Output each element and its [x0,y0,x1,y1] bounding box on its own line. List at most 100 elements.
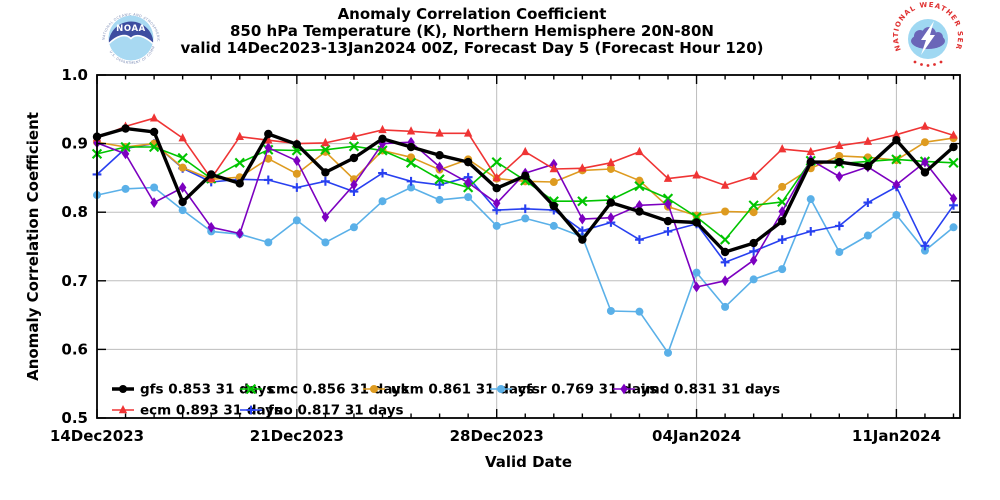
marker [435,128,444,137]
marker [719,234,731,245]
marker [634,180,645,192]
x-tick-label: 21Dec2023 [250,427,344,445]
marker [948,157,959,168]
marker [578,163,587,172]
marker [321,238,330,247]
marker [435,195,444,204]
marker [207,170,216,179]
chart-subtitle: 850 hPa Temperature (K), Northern Hemisp… [230,22,714,40]
noaa-acronym: NOAA [116,24,146,34]
legend-label-ukm: ukm 0.861 31 days [391,382,534,398]
marker [464,193,473,202]
marker [720,257,730,267]
marker [292,216,301,225]
y-tick-label: 0.6 [61,340,88,358]
legend-item-cfsr: cfsr 0.769 31 days [490,382,657,398]
chart-series-ecm [92,113,958,189]
marker [292,169,301,178]
marker [720,180,730,189]
marker [148,141,160,153]
chart-valid-range: valid 14Dec2023-13Jan2024 00Z, Forecast … [180,39,764,57]
marker [806,157,815,167]
marker [321,176,330,186]
marker [778,144,787,153]
legend-item-ecm: ecm 0.893 31 days [112,403,282,419]
marker [635,235,644,245]
marker [463,128,473,137]
legend-item-fno: fno 0.817 31 days [240,403,404,419]
marker [178,182,187,193]
marker [406,142,416,152]
marker [520,204,530,214]
marker [949,223,958,232]
marker [635,207,644,216]
marker [778,216,787,226]
marker [835,171,844,182]
marker [118,405,128,414]
marker [806,195,815,204]
noaa-sky [108,21,154,44]
marker [835,247,844,256]
x-tick-label: 14Dec2023 [50,427,144,445]
x-tick-label: 28Dec2023 [450,427,544,445]
marker [521,171,530,181]
marker [606,157,616,167]
marker [806,146,815,156]
marker [321,168,330,177]
marker [891,154,902,165]
marker [264,238,273,247]
marker [492,183,501,193]
marker [177,152,188,164]
y-tick-label: 0.7 [61,272,88,290]
marker [720,247,730,257]
marker [606,198,616,207]
marker [806,227,816,236]
marker [350,179,358,191]
axis-ticks [96,74,960,419]
marker [521,146,530,156]
marker [835,140,844,149]
y-tick-label: 0.9 [61,135,88,153]
marker [207,221,215,233]
marker [892,135,901,145]
marker [663,227,673,236]
marker [863,198,873,207]
marker [749,171,758,180]
marker [835,151,844,160]
marker [721,207,730,216]
marker [149,113,159,122]
marker [492,172,501,182]
marker [892,129,901,138]
chart-series-fno [92,139,958,267]
marker [349,131,359,141]
marker [406,176,416,186]
marker [692,170,701,179]
marker [606,306,615,315]
marker [406,126,416,135]
marker [178,163,187,172]
marker [920,246,929,255]
chart-titles: Anomaly Correlation Coefficient 850 hPa … [0,6,944,57]
marker [664,348,672,357]
marker [378,134,387,143]
marker [292,140,302,149]
marker [370,385,378,393]
marker [120,141,131,153]
legend-label-cmc: cmc 0.856 31 days [268,382,409,398]
gridlines [97,75,960,418]
marker [578,213,587,225]
marker [121,184,130,193]
marker [949,193,958,204]
marker [245,383,257,395]
legend-label-gfs: gfs 0.853 31 days [140,382,274,398]
legend-label-fno: fno 0.817 31 days [268,403,404,419]
marker [664,198,672,210]
marker [892,179,901,191]
marker [378,124,387,134]
marker [920,168,930,177]
marker [264,142,273,154]
marker [777,235,787,245]
marker [434,174,445,185]
marker [920,121,930,130]
